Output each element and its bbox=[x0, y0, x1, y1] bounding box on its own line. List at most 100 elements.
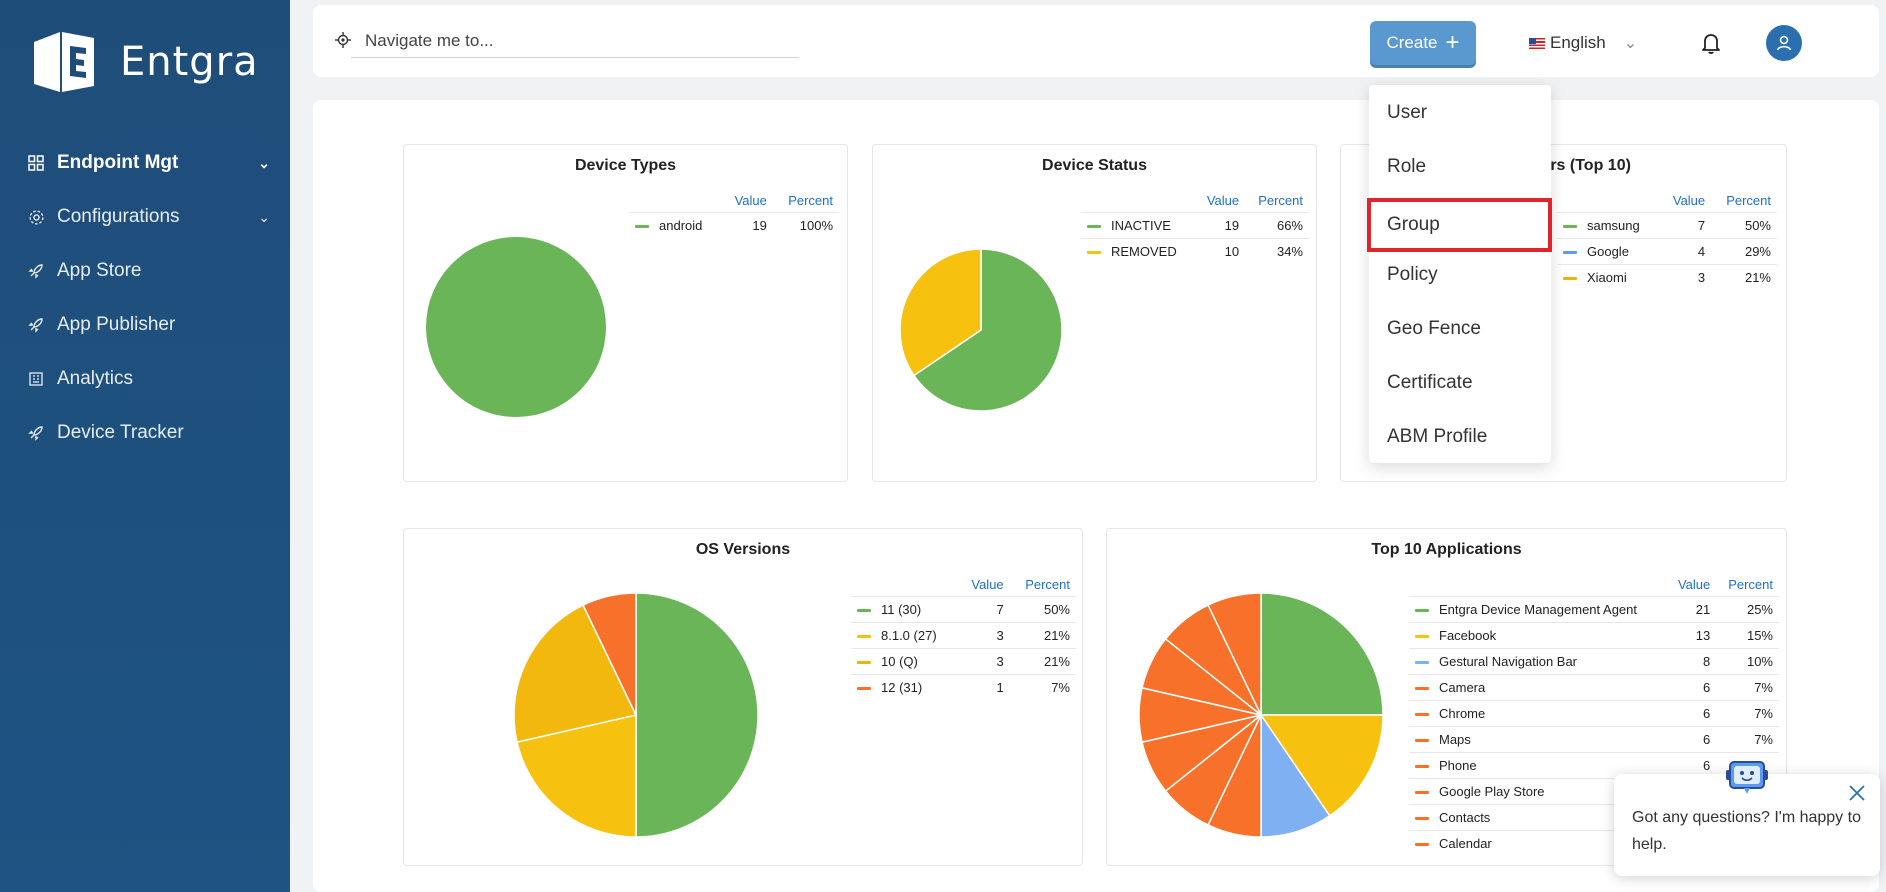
series-name: Entgra Device Management Agent bbox=[1439, 602, 1638, 617]
legend-header-percent: Percent bbox=[788, 193, 833, 208]
chatbot-icon[interactable] bbox=[1724, 756, 1770, 796]
legend-row[interactable]: 8.1.0 (27) 3 21% bbox=[851, 622, 1076, 649]
pie-slice[interactable] bbox=[582, 592, 637, 716]
menu-item-certificate[interactable]: Certificate bbox=[1387, 372, 1473, 393]
chat-message: Got any questions? I'm happy to help. bbox=[1632, 809, 1861, 853]
pie-slice[interactable] bbox=[1260, 592, 1384, 716]
series-percent: 7% bbox=[1716, 726, 1779, 753]
sidebar-item-app-publisher[interactable]: App Publisher bbox=[0, 298, 290, 352]
chart-legend: Value Percent android 19 100% bbox=[629, 189, 839, 238]
sidebar-item-label: Device Tracker bbox=[57, 422, 184, 443]
search-input[interactable]: Navigate me to... bbox=[365, 31, 494, 50]
legend-header-percent: Percent bbox=[1258, 193, 1303, 208]
pie-slice[interactable] bbox=[635, 592, 759, 838]
device-types-pie[interactable] bbox=[424, 235, 608, 419]
series-value: 8 bbox=[1667, 648, 1717, 675]
user-icon bbox=[1776, 35, 1792, 51]
pie-slice[interactable] bbox=[513, 604, 638, 744]
series-swatch bbox=[857, 635, 871, 639]
sidebar-item-endpoint-mgt[interactable]: Endpoint Mgt ⌄ bbox=[0, 136, 290, 190]
series-name: android bbox=[659, 218, 703, 233]
pie-slice[interactable] bbox=[1207, 592, 1262, 716]
menu-item-role[interactable]: Role bbox=[1387, 156, 1427, 177]
menu-item-abm-profile[interactable]: ABM Profile bbox=[1387, 426, 1488, 447]
search-underline bbox=[351, 57, 799, 58]
chart-legend: Value Percent samsung 7 50% Google 4 29% … bbox=[1557, 189, 1777, 290]
pie-slice[interactable] bbox=[912, 248, 1063, 412]
sidebar-item-configurations[interactable]: Configurations ⌄ bbox=[0, 190, 290, 244]
legend-row[interactable]: INACTIVE 19 66% bbox=[1081, 212, 1309, 239]
series-swatch bbox=[1563, 251, 1577, 255]
series-swatch bbox=[1415, 609, 1429, 613]
legend-row[interactable]: Chrome 6 7% bbox=[1409, 700, 1779, 727]
menu-item-geo-fence[interactable]: Geo Fence bbox=[1387, 318, 1481, 339]
legend-row[interactable]: 10 (Q) 3 21% bbox=[851, 648, 1076, 675]
bell-icon[interactable] bbox=[1699, 31, 1723, 55]
series-swatch bbox=[1415, 843, 1429, 847]
series-value: 3 bbox=[957, 648, 1010, 675]
legend-row[interactable]: REMOVED 10 34% bbox=[1081, 238, 1309, 264]
legend-row[interactable]: Camera 6 7% bbox=[1409, 674, 1779, 701]
create-button[interactable]: Create + bbox=[1370, 21, 1476, 65]
menu-item-group[interactable]: Group bbox=[1367, 198, 1552, 252]
sidebar-item-label: App Store bbox=[57, 260, 142, 281]
sidebar: Entgra Endpoint Mgt ⌄ Configurations ⌄ A… bbox=[0, 0, 290, 892]
sidebar-item-analytics[interactable]: Analytics bbox=[0, 352, 290, 406]
series-name: 11 (30) bbox=[881, 602, 922, 617]
sidebar-item-label: Analytics bbox=[57, 368, 134, 389]
pie-slice[interactable] bbox=[426, 237, 606, 417]
brand-name: Entgra bbox=[120, 39, 259, 85]
legend-header-value: Value bbox=[971, 577, 1004, 592]
series-value: 7 bbox=[957, 596, 1010, 623]
series-name: Gestural Navigation Bar bbox=[1439, 654, 1578, 669]
legend-row[interactable]: 11 (30) 7 50% bbox=[851, 596, 1076, 623]
device-status-pie[interactable] bbox=[898, 247, 1064, 413]
series-name: samsung bbox=[1587, 218, 1640, 233]
series-swatch bbox=[1415, 713, 1429, 717]
device-types-card: Device Types Value Percent android 19 100… bbox=[403, 144, 848, 482]
legend-row[interactable]: Google 4 29% bbox=[1557, 238, 1777, 265]
legend-header-value: Value bbox=[734, 193, 767, 208]
device-status-card: Device Status Value Percent INACTIVE 19 6… bbox=[872, 144, 1317, 482]
legend-row[interactable]: 12 (31) 1 7% bbox=[851, 674, 1076, 700]
brand-logo[interactable]: Entgra bbox=[30, 26, 259, 98]
legend-header-percent: Percent bbox=[1728, 577, 1773, 592]
us-flag-icon bbox=[1529, 37, 1545, 49]
series-name: Chrome bbox=[1439, 706, 1486, 721]
grid-icon bbox=[27, 154, 45, 172]
series-name: Calendar bbox=[1439, 836, 1492, 851]
pie-slice[interactable] bbox=[899, 248, 982, 377]
legend-row[interactable]: samsung 7 50% bbox=[1557, 212, 1777, 239]
rocket-icon bbox=[27, 424, 45, 442]
os-versions-pie[interactable] bbox=[512, 591, 760, 839]
series-value: 1 bbox=[957, 674, 1010, 700]
pie-slice[interactable] bbox=[1259, 714, 1384, 817]
series-percent: 50% bbox=[1009, 596, 1076, 623]
chart-title: Device Status bbox=[1042, 157, 1147, 174]
series-name: 8.1.0 (27) bbox=[881, 628, 937, 643]
menu-item-user[interactable]: User bbox=[1387, 102, 1428, 123]
sidebar-item-device-tracker[interactable]: Device Tracker bbox=[0, 406, 290, 460]
pie-slice[interactable] bbox=[516, 714, 637, 838]
legend-row[interactable]: Maps 6 7% bbox=[1409, 726, 1779, 753]
legend-row[interactable]: Xiaomi 3 21% bbox=[1557, 264, 1777, 290]
plus-icon: + bbox=[1445, 29, 1460, 56]
sidebar-item-app-store[interactable]: App Store bbox=[0, 244, 290, 298]
legend-row[interactable]: Entgra Device Management Agent 21 25% bbox=[1409, 596, 1779, 623]
os-versions-card: OS Versions Value Percent 11 (30) 7 50% 8… bbox=[403, 528, 1083, 866]
series-swatch bbox=[1087, 225, 1101, 229]
menu-item-policy[interactable]: Policy bbox=[1387, 264, 1438, 285]
create-dropdown-menu: User Role Group Policy Geo Fence Certifi… bbox=[1367, 85, 1552, 463]
series-value: 4 bbox=[1659, 238, 1712, 265]
series-name: Contacts bbox=[1439, 810, 1491, 825]
language-selector[interactable]: English ⌄ bbox=[1529, 33, 1637, 53]
legend-row[interactable]: Facebook 13 15% bbox=[1409, 622, 1779, 649]
close-icon[interactable] bbox=[1848, 784, 1866, 802]
top-applications-pie[interactable] bbox=[1137, 591, 1385, 839]
avatar[interactable] bbox=[1766, 25, 1802, 61]
legend-row[interactable]: android 19 100% bbox=[629, 212, 839, 238]
legend-row[interactable]: Gestural Navigation Bar 8 10% bbox=[1409, 648, 1779, 675]
chart-legend: Value Percent 11 (30) 7 50% 8.1.0 (27) 3 … bbox=[851, 573, 1076, 700]
legend-header-percent: Percent bbox=[1726, 193, 1771, 208]
series-percent: 21% bbox=[1711, 264, 1777, 290]
